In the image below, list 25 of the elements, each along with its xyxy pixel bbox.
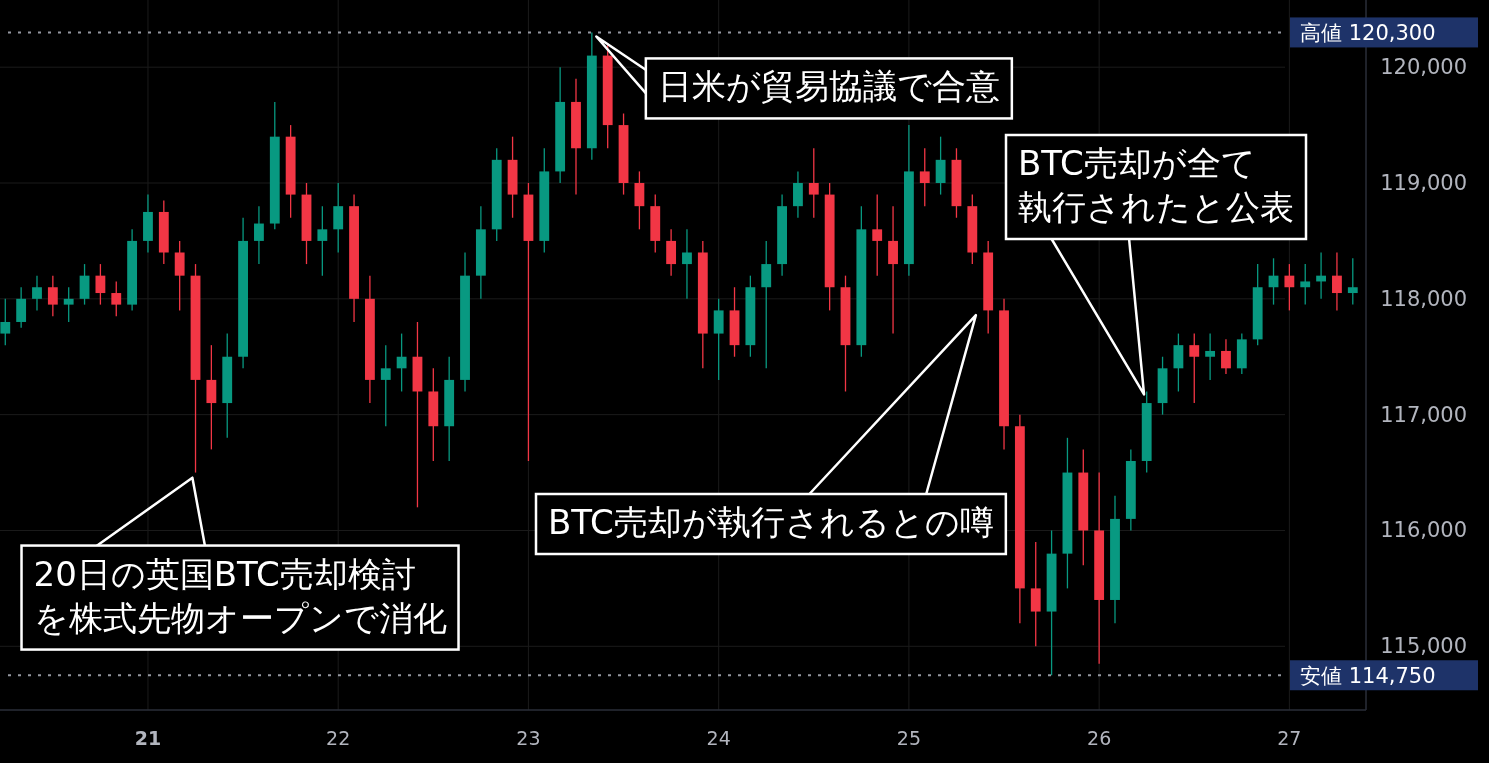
- callout: 日米が貿易協議で合意: [644, 57, 1014, 120]
- ref-label: 安値 114,750: [1290, 660, 1478, 691]
- y-tick-label: 120,000: [1380, 55, 1467, 80]
- x-tick-label: 22: [326, 727, 351, 749]
- annotation: BTC売却が執行されるとの噂: [548, 502, 994, 542]
- annotation: 20日の英国BTC売却検討を株式先物オープンで消化: [33, 553, 447, 638]
- x-tick-label: 24: [706, 727, 731, 749]
- annotation: BTC売却が全て執行されたと公表: [1018, 143, 1294, 227]
- annotation: 日米が貿易協議で合意: [657, 66, 1000, 107]
- x-tick-label: 25: [896, 727, 921, 749]
- callout: 20日の英国BTC売却検討を株式先物オープンで消化: [20, 544, 460, 651]
- y-tick-label: 117,000: [1380, 402, 1467, 427]
- ref-line-label: 安値 114,750: [1300, 664, 1436, 689]
- x-tick-label: 23: [516, 727, 541, 749]
- y-tick-label: 119,000: [1380, 171, 1467, 195]
- x-tick-label: 21: [134, 727, 162, 749]
- ref-label: 高値 120,300: [1290, 17, 1478, 48]
- y-tick-label: 118,000: [1380, 286, 1467, 311]
- y-tick-label: 115,000: [1380, 634, 1467, 659]
- ref-line-label: 高値 120,300: [1300, 21, 1436, 46]
- callout: BTC売却が執行されるとの噂: [534, 492, 1008, 556]
- x-tick-label: 27: [1277, 727, 1302, 749]
- x-tick-label: 26: [1087, 727, 1112, 749]
- callout: BTC売却が全て執行されたと公表: [1004, 133, 1308, 241]
- y-tick-label: 116,000: [1380, 518, 1467, 543]
